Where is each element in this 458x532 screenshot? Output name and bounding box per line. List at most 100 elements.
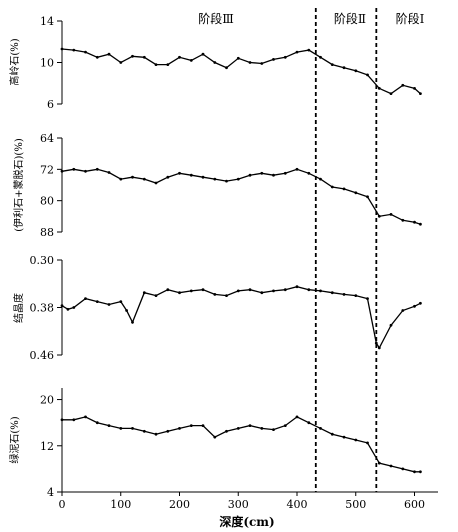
data-point (319, 289, 322, 293)
data-point (154, 294, 158, 297)
data-point (154, 181, 158, 185)
data-point (401, 467, 405, 471)
data-point (283, 171, 287, 175)
data-point (60, 418, 64, 422)
data-point (413, 220, 416, 224)
data-point (95, 300, 99, 303)
data-point (260, 291, 264, 295)
panel-1: 14 10 6 高岭石(%) (8, 15, 422, 111)
data-point (295, 50, 299, 54)
data-point (307, 48, 311, 52)
data-point (354, 438, 358, 442)
data-point (166, 288, 170, 292)
data-point (377, 461, 381, 465)
y-tick-label: 0.38 (30, 302, 55, 315)
data-point (283, 55, 287, 59)
data-point (260, 171, 264, 175)
data-point (295, 285, 299, 289)
data-point (60, 304, 64, 308)
data-point (72, 306, 76, 309)
data-point (213, 293, 217, 296)
data-point (236, 177, 240, 181)
data-point (178, 427, 181, 430)
data-point (354, 69, 358, 73)
data-point (248, 173, 252, 177)
y-tick-label: 14 (40, 15, 54, 28)
data-point (166, 175, 170, 179)
data-point (119, 427, 123, 430)
data-point (119, 61, 123, 64)
data-point (319, 55, 322, 59)
data-point (84, 50, 87, 54)
data-point (413, 470, 416, 474)
data-point (72, 48, 76, 52)
panel-3: 0.30 0.38 0.46 结晶度 (12, 254, 422, 362)
data-point (131, 427, 134, 430)
y-tick-label: 12 (40, 440, 54, 453)
series-line (62, 416, 421, 473)
x-tick-label: 400 (287, 498, 308, 511)
data-point (201, 424, 205, 427)
data-point (66, 307, 70, 311)
y-tick-label: 88 (40, 226, 54, 239)
data-point (260, 427, 264, 430)
x-tick-label: 500 (345, 498, 366, 511)
data-point (307, 171, 311, 175)
x-axis-label: 深度(cm) (219, 514, 274, 529)
data-point (272, 428, 275, 431)
data-point (225, 66, 228, 70)
y-tick-label: 64 (40, 132, 54, 145)
data-point (178, 171, 181, 175)
data-point (419, 301, 422, 305)
data-point (189, 424, 193, 427)
data-point (95, 55, 99, 59)
data-point (60, 169, 64, 173)
data-point (272, 289, 275, 293)
data-point (107, 52, 111, 56)
data-point (295, 415, 299, 419)
data-point (154, 432, 158, 436)
data-point (119, 177, 123, 181)
data-point (283, 424, 287, 427)
data-point (354, 294, 358, 297)
data-point (401, 83, 405, 87)
stage-labels: 阶段Ⅲ 阶段Ⅱ 阶段Ⅰ (198, 11, 424, 26)
data-point (131, 54, 134, 58)
data-point (189, 59, 193, 62)
data-point (60, 47, 64, 51)
data-point (366, 195, 369, 199)
data-point (248, 288, 252, 292)
panel-4: 20 12 4 绿泥石(%) (8, 388, 422, 499)
data-point (389, 213, 393, 216)
data-point (166, 63, 170, 66)
data-point (178, 55, 181, 59)
y-tick-label: 0.46 (30, 349, 55, 362)
data-point (107, 303, 111, 306)
series-line (61, 286, 421, 350)
data-point (142, 429, 146, 433)
data-point (342, 187, 346, 191)
data-point (213, 61, 217, 64)
data-point (260, 62, 264, 65)
data-point (389, 323, 393, 327)
data-point (419, 92, 422, 95)
stage-label-3: 阶段Ⅲ (198, 11, 234, 26)
data-point (213, 435, 217, 439)
x-axis: 0 100 200 300 400 500 600 (59, 491, 438, 511)
data-point (84, 415, 87, 419)
x-tick-label: 200 (169, 498, 190, 511)
data-point (272, 58, 275, 61)
data-point (84, 297, 87, 300)
y-tick-label: 4 (47, 486, 54, 499)
x-tick-label: 600 (404, 498, 425, 511)
data-point (342, 66, 346, 70)
data-point (330, 291, 334, 295)
data-point (72, 418, 76, 422)
data-point (366, 73, 369, 77)
y-tick-label: 80 (40, 195, 54, 208)
data-point (142, 177, 146, 181)
data-point (84, 169, 87, 173)
y-tick-label: 6 (47, 98, 54, 111)
data-point (107, 171, 111, 174)
